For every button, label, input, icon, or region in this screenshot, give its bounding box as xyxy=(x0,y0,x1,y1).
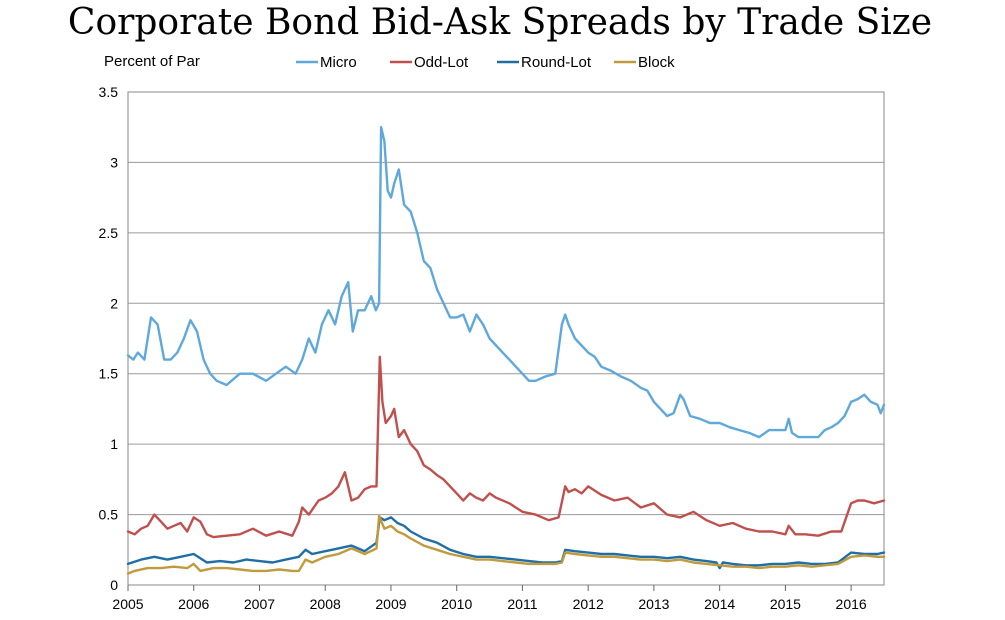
y-axis-unit-label: Percent of Par xyxy=(104,53,200,70)
series-line-block xyxy=(126,514,886,575)
y-tick-label: 2 xyxy=(110,295,118,311)
x-tick-label: 2009 xyxy=(375,596,406,612)
y-tick-label: 2.5 xyxy=(99,225,119,241)
x-tick-label: 2016 xyxy=(836,596,867,612)
x-tick-label: 2007 xyxy=(244,596,275,612)
chart-title: Corporate Bond Bid-Ask Spreads by Trade … xyxy=(68,2,932,43)
legend-label-round-lot: Round-Lot xyxy=(521,54,592,71)
x-tick-label: 2005 xyxy=(112,596,143,612)
x-tick-label: 2015 xyxy=(770,596,801,612)
x-tick-label: 2011 xyxy=(507,596,537,612)
series-line-odd-lot xyxy=(126,355,886,539)
series-line-micro xyxy=(126,125,886,439)
y-axis: 0 0.5 1 1.5 2 2.5 3 3.5 xyxy=(99,84,119,593)
y-tick-label: 1.5 xyxy=(99,366,119,382)
y-tick-label: 1 xyxy=(110,436,118,452)
x-tick-label: 2006 xyxy=(178,596,209,612)
plot-area xyxy=(127,91,885,586)
legend-label-micro: Micro xyxy=(320,54,357,71)
series-lines xyxy=(126,125,886,575)
x-tick-label: 2010 xyxy=(441,596,472,612)
y-tick-label: 0 xyxy=(110,577,118,593)
x-tick-label: 2013 xyxy=(638,596,669,612)
legend-label-block: Block xyxy=(638,54,675,71)
x-tick-label: 2012 xyxy=(573,596,604,612)
y-tick-label: 3 xyxy=(110,154,118,170)
x-axis: 2005 2006 2007 2008 2009 2010 2011 2012 2013 2014… xyxy=(112,585,867,612)
gridlines xyxy=(128,161,884,516)
y-tick-label: 3.5 xyxy=(99,84,119,100)
series-line-round-lot xyxy=(126,516,886,570)
legend-label-odd-lot: Odd-Lot xyxy=(414,54,469,71)
x-tick-label: 2014 xyxy=(704,596,735,612)
x-tick-label: 2008 xyxy=(310,596,341,612)
y-tick-label: 0.5 xyxy=(99,507,119,523)
legend: Micro Odd-Lot Round-Lot Block xyxy=(296,54,675,71)
